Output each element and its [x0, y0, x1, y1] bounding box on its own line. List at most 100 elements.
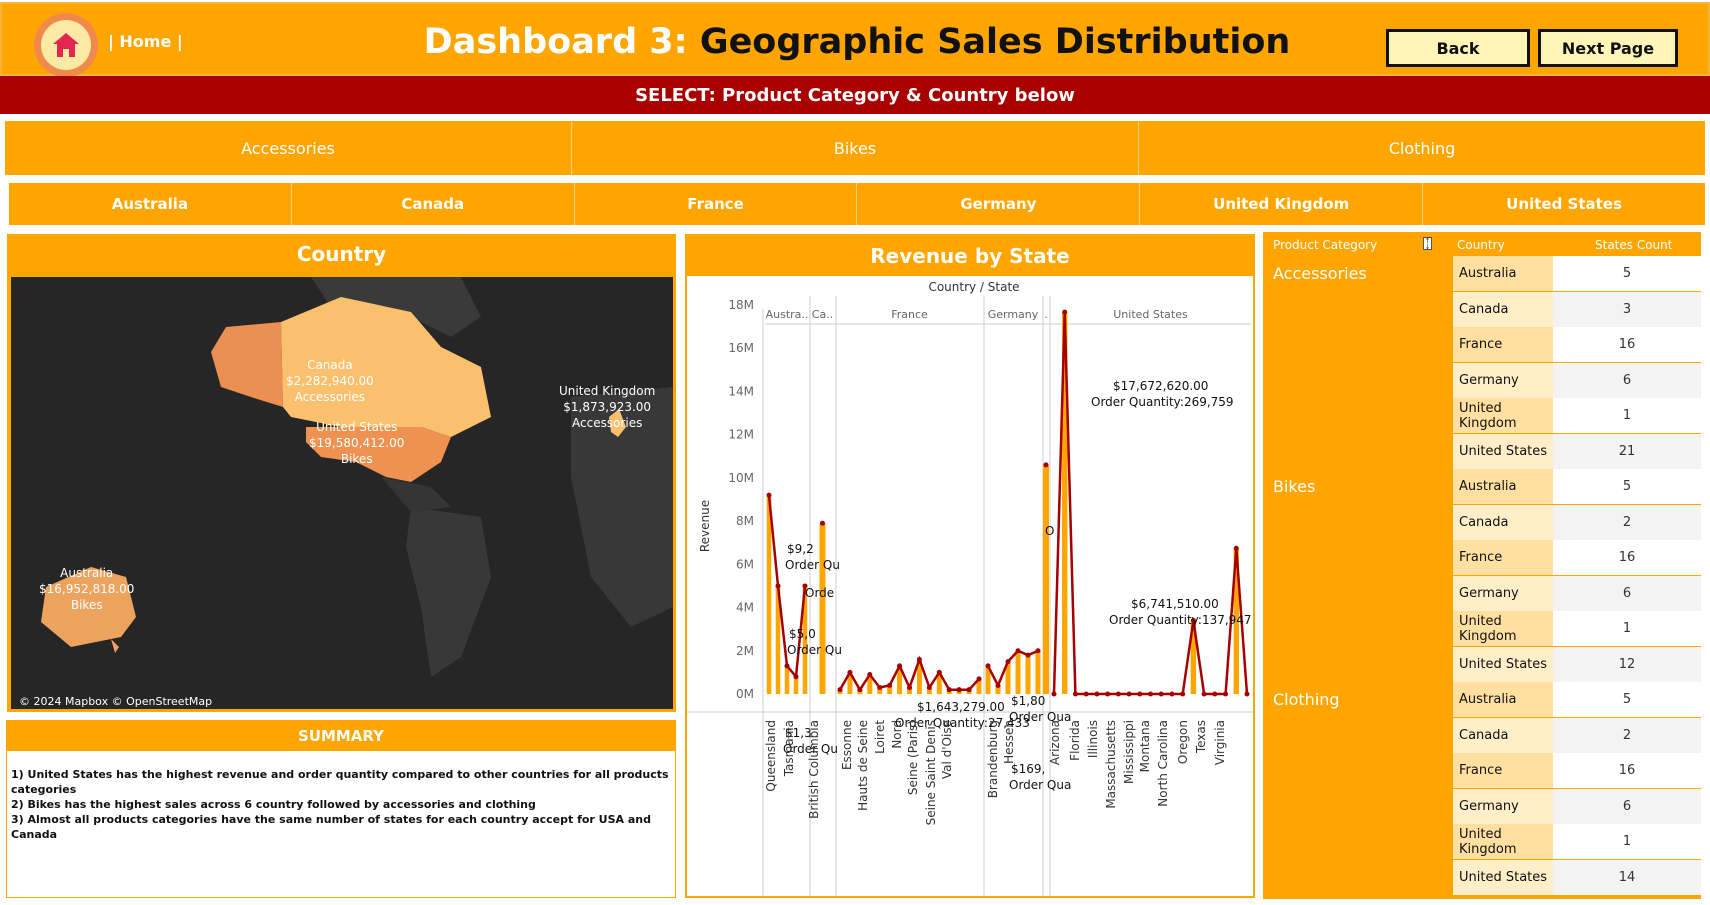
header-states-count: States Count: [1595, 238, 1673, 252]
country-map[interactable]: Canada $2,282,940.00 Accessories United St…: [11, 277, 673, 709]
table-row[interactable]: United States 12: [1453, 646, 1701, 682]
x-tick-label: Brandenburg: [986, 720, 1000, 798]
revenue-bar: [1005, 661, 1011, 694]
revenue-bar: [926, 687, 932, 694]
revenue-bar: [1015, 650, 1021, 694]
cell-country: France: [1453, 540, 1553, 575]
map-label-canada: Canada $2,282,940.00 Accessories: [286, 358, 374, 404]
table-row[interactable]: Germany 6: [1453, 362, 1701, 398]
category-filter: Accessories Bikes Clothing: [5, 121, 1705, 175]
filter-accessories[interactable]: Accessories: [5, 121, 572, 175]
cell-country: France: [1453, 753, 1553, 788]
filter-bikes[interactable]: Bikes: [572, 121, 1139, 175]
map-label-united-kingdom: United Kingdom $1,873,923.00 Accessories: [559, 384, 656, 430]
cell-states-count: 12: [1553, 646, 1701, 682]
revenue-point: [820, 520, 825, 526]
country-column-header: Germany: [988, 308, 1039, 321]
x-tick-label: Hessen: [1002, 720, 1016, 764]
home-button[interactable]: [34, 13, 98, 77]
filter-united-states[interactable]: United States: [1423, 183, 1705, 225]
revenue-bar: [784, 665, 790, 694]
cell-country: Australia: [1453, 256, 1553, 291]
map-credit: © 2024 Mapbox © OpenStreetMap: [19, 695, 213, 708]
united-states-region: [306, 427, 451, 482]
revenue-point: [936, 669, 942, 675]
australia-region: [41, 567, 136, 647]
cell-states-count: 16: [1553, 753, 1701, 788]
revenue-point: [1051, 691, 1057, 697]
cell-states-count: 2: [1553, 717, 1701, 753]
annotation-line1: $1,80: [1011, 694, 1045, 708]
cell-country: United Kingdom: [1453, 824, 1553, 859]
revenue-point: [1115, 691, 1121, 697]
cell-states-count: 1: [1553, 398, 1701, 433]
revenue-bar: [985, 665, 991, 694]
revenue-bar: [775, 585, 781, 694]
table-row[interactable]: Germany 6: [1453, 788, 1701, 824]
table-row[interactable]: Canada 3: [1453, 291, 1701, 327]
table-row[interactable]: United States 14: [1453, 859, 1701, 895]
select-instruction: SELECT: Product Category & Country below: [0, 76, 1710, 114]
sort-icon[interactable]: ↑ ↓: [1423, 237, 1432, 251]
table-row[interactable]: Australia 5: [1453, 682, 1701, 717]
filter-united-kingdom[interactable]: United Kingdom: [1140, 183, 1424, 225]
filter-australia[interactable]: Australia: [9, 183, 292, 225]
cell-states-count: 6: [1553, 575, 1701, 611]
revenue-bar: [995, 685, 1001, 694]
y-tick-label: 4M: [736, 601, 754, 615]
table-row[interactable]: France 16: [1453, 753, 1701, 788]
revenue-point: [1212, 691, 1218, 697]
revenue-point: [1180, 691, 1186, 697]
table-row[interactable]: United States 21: [1453, 433, 1701, 469]
country-column-header: France: [891, 308, 928, 321]
home-link[interactable]: | Home |: [108, 32, 183, 51]
annotation-line1: $1,3: [785, 726, 812, 740]
filter-clothing[interactable]: Clothing: [1139, 121, 1705, 175]
revenue-chart[interactable]: Country / State Revenue 0M 2M 4M 6M 8M 10M 12M 14…: [687, 276, 1253, 896]
page-title: Dashboard 3: Geographic Sales Distributi…: [2, 22, 1710, 62]
table-row[interactable]: United Kingdom 1: [1453, 398, 1701, 433]
annotation-line2: Order Qu: [787, 643, 842, 657]
table-row[interactable]: United Kingdom 1: [1453, 611, 1701, 646]
annotation-line2: Order Qu: [783, 742, 838, 756]
y-tick-label: 16M: [728, 341, 754, 355]
revenue-point: [1015, 648, 1021, 654]
header-product-category: Product Category: [1273, 238, 1378, 252]
x-tick-label: Arizona: [1048, 720, 1062, 765]
filter-france[interactable]: France: [574, 183, 858, 225]
summary-panel: SUMMARY 1) United States has the highest…: [6, 720, 676, 898]
x-tick-label: Essonne: [840, 720, 854, 770]
x-tick-label: Texas: [1194, 720, 1208, 754]
annotation-line1: $1,643,279.00: [917, 700, 1005, 714]
table-row[interactable]: Canada 2: [1453, 717, 1701, 753]
home-icon: [53, 33, 79, 57]
table-row[interactable]: Canada 2: [1453, 504, 1701, 540]
home-icon-wrap: [41, 20, 91, 70]
back-button[interactable]: Back: [1386, 29, 1530, 67]
table-row[interactable]: France 16: [1453, 540, 1701, 575]
table-row[interactable]: Australia 5: [1453, 469, 1701, 504]
annotation-line1: $5,0: [789, 627, 816, 641]
cell-states-count: 3: [1553, 291, 1701, 327]
revenue-point: [847, 669, 853, 675]
next-page-button[interactable]: Next Page: [1538, 29, 1678, 67]
cell-country: United States: [1453, 859, 1553, 895]
table-row[interactable]: Australia 5: [1453, 256, 1701, 291]
table-row[interactable]: France 16: [1453, 327, 1701, 362]
annotation-line2: Order Quantity:269,759: [1091, 395, 1234, 409]
table-row[interactable]: Germany 6: [1453, 575, 1701, 611]
filter-germany[interactable]: Germany: [857, 183, 1141, 225]
cell-country: Australia: [1453, 469, 1553, 504]
y-tick-label: 8M: [736, 514, 754, 528]
filter-canada[interactable]: Canada: [291, 183, 575, 225]
revenue-bar: [887, 685, 893, 694]
revenue-point: [1126, 691, 1132, 697]
cell-states-count: 1: [1553, 611, 1701, 646]
y-tick-label: 14M: [728, 384, 754, 398]
map-shapes: [41, 277, 673, 677]
revenue-point: [1043, 462, 1049, 468]
x-tick-label: British Columbia: [807, 720, 821, 819]
table-row[interactable]: United Kingdom 1: [1453, 824, 1701, 859]
revenue-point: [1190, 618, 1196, 624]
